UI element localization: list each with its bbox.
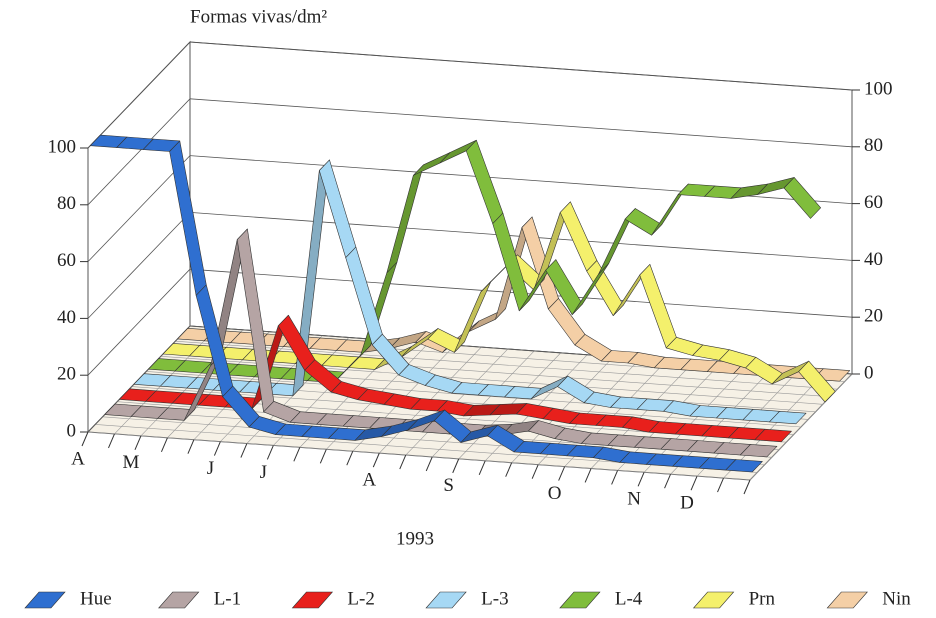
x-tick xyxy=(108,433,115,449)
x-tick-label: J xyxy=(207,458,214,479)
x-tick xyxy=(160,437,168,452)
grid-line xyxy=(87,98,191,206)
x-tick-label: M xyxy=(123,452,140,473)
x-tick xyxy=(213,441,221,456)
x-tick xyxy=(81,431,89,447)
x-tick xyxy=(319,449,327,464)
x-tick xyxy=(346,451,354,466)
x-tick xyxy=(664,474,672,489)
chart-title: Formas vivas/dm² xyxy=(190,6,327,27)
grid-line xyxy=(87,268,191,376)
legend-label: Hue xyxy=(80,588,112,609)
y2-tick-label: 100 xyxy=(864,78,893,99)
legend-swatch xyxy=(158,591,200,609)
grid-line xyxy=(189,41,853,91)
y2-tick-label: 40 xyxy=(864,249,883,270)
floor-grid xyxy=(87,431,751,481)
y-tick-label: 100 xyxy=(48,136,77,157)
y2-tick-label: 20 xyxy=(864,306,883,327)
x-tick xyxy=(266,445,274,460)
legend-label: L-1 xyxy=(214,588,241,609)
ribbon-segment xyxy=(783,177,822,219)
x-tick xyxy=(558,466,566,481)
y-tick-label: 60 xyxy=(57,250,76,271)
ribbon-segment xyxy=(798,360,836,403)
x-axis-label: 1993 xyxy=(396,528,434,549)
x-tick-label: N xyxy=(627,489,641,510)
grid-line xyxy=(87,155,191,262)
legend-swatch xyxy=(826,591,868,609)
x-tick xyxy=(425,456,433,472)
x-tick xyxy=(690,475,698,491)
x-tick xyxy=(240,443,248,458)
grid-line xyxy=(87,212,191,319)
x-tick xyxy=(717,477,724,493)
grid-line xyxy=(189,98,853,148)
x-tick xyxy=(187,439,195,454)
x-tick xyxy=(478,460,486,475)
x-tick xyxy=(399,454,407,470)
legend-label: L-3 xyxy=(481,588,508,609)
x-tick-label: S xyxy=(443,475,454,496)
x-tick xyxy=(531,464,539,479)
x-tick xyxy=(584,468,592,483)
y-tick-label: 40 xyxy=(57,307,76,328)
ribbon-segment xyxy=(754,428,792,443)
legend-swatch xyxy=(24,591,66,609)
y2-tick-label: 80 xyxy=(864,135,883,156)
x-tick xyxy=(372,452,380,468)
x-tick xyxy=(452,458,460,474)
y2-tick-label: 60 xyxy=(864,192,883,213)
legend-swatch xyxy=(291,591,334,609)
x-tick xyxy=(293,447,301,462)
y2-tick-label: 0 xyxy=(864,362,874,383)
x-tick xyxy=(611,470,619,485)
legend-label: L-4 xyxy=(615,588,643,609)
y-tick-label: 0 xyxy=(67,420,77,441)
y-tick-label: 80 xyxy=(57,193,76,214)
x-tick xyxy=(134,435,142,451)
x-tick-label: D xyxy=(680,493,694,514)
floor-grid xyxy=(175,340,838,390)
legend-label: Nin xyxy=(882,588,911,609)
ribbon-segment xyxy=(769,410,807,425)
legend-label: L-2 xyxy=(347,588,374,609)
ribbon-segment xyxy=(739,444,778,458)
x-tick xyxy=(505,462,513,477)
legend-swatch xyxy=(425,591,467,609)
legend-label: Prn xyxy=(749,588,776,609)
x-tick-label: O xyxy=(548,483,562,504)
x-tick xyxy=(637,472,645,487)
ribbon-segment xyxy=(725,459,763,473)
grid-line xyxy=(87,41,191,149)
x-tick-label: J xyxy=(260,462,267,483)
legend-swatch xyxy=(559,591,601,609)
x-tick-label: A xyxy=(362,469,376,490)
y-tick-label: 20 xyxy=(57,364,76,385)
x-tick xyxy=(743,479,751,495)
legend-swatch xyxy=(692,591,735,609)
x-tick-label: A xyxy=(71,448,85,469)
